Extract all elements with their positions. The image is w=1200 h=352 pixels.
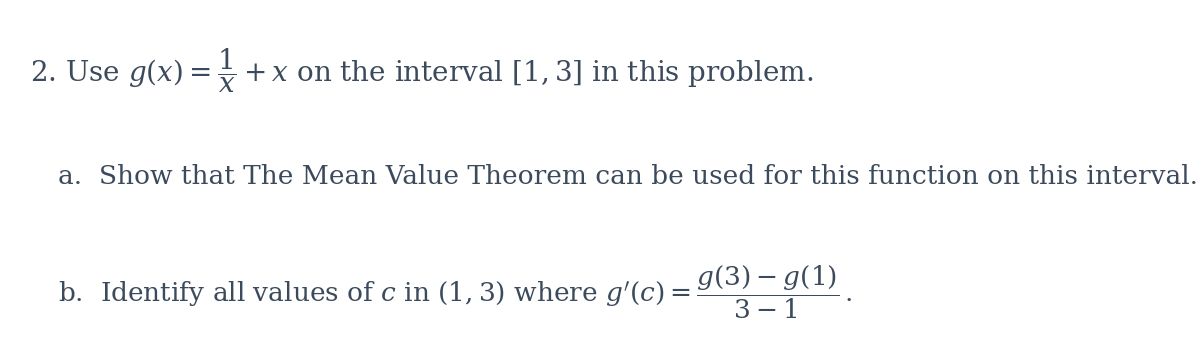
Text: a.  Show that The Mean Value Theorem can be used for this function on this inter: a. Show that The Mean Value Theorem can … [58, 163, 1198, 189]
Text: b.  Identify all values of $c$ in $(1, 3)$ where $g'(c) = \dfrac{g(3) - g(1)}{3 : b. Identify all values of $c$ in $(1, 3)… [58, 264, 852, 321]
Text: 2. Use $g(x) = \dfrac{1}{x} + x$ on the interval $[1, 3]$ in this problem.: 2. Use $g(x) = \dfrac{1}{x} + x$ on the … [30, 46, 814, 95]
